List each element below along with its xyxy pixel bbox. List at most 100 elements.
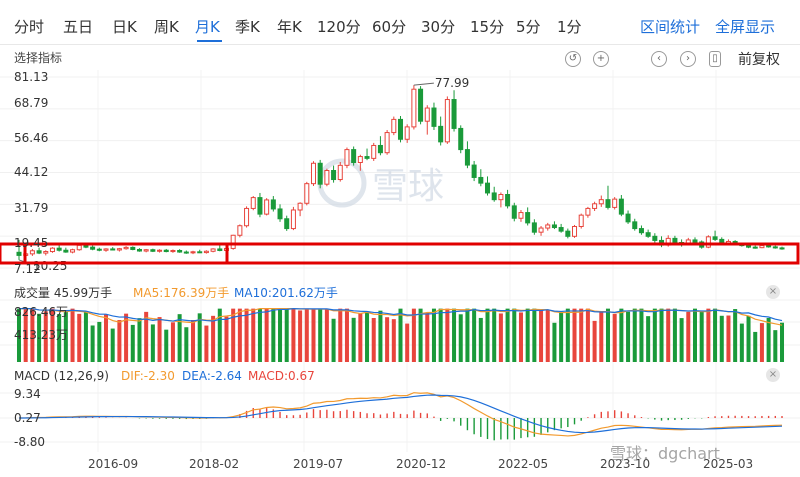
fullscreen-link[interactable]: 全屏显示: [715, 18, 776, 36]
tab-13[interactable]: 1分: [557, 18, 582, 36]
candle: [652, 235, 658, 241]
candle: [210, 248, 216, 252]
candle: [645, 232, 651, 237]
candle-type-icon[interactable]: ▯: [709, 51, 721, 67]
candle: [357, 156, 363, 163]
volume-bar: [224, 316, 229, 362]
tab-7[interactable]: 年K: [277, 18, 302, 36]
candle: [625, 213, 631, 223]
select-indicator-button[interactable]: 选择指标: [14, 51, 63, 65]
candle: [531, 222, 537, 233]
candle: [525, 212, 531, 224]
candle: [230, 234, 236, 249]
volume-bar: [63, 311, 68, 362]
candle: [672, 237, 678, 244]
candle: [511, 205, 517, 219]
prev-icon[interactable]: ‹: [651, 51, 667, 67]
price-tick: 31.79: [14, 201, 49, 215]
volume-bar: [237, 308, 242, 362]
volume-bar: [679, 318, 684, 362]
volume-bar: [110, 328, 115, 362]
candle: [411, 88, 417, 128]
volume-bar: [197, 313, 202, 362]
tab-12[interactable]: 5分: [516, 18, 541, 36]
volume-bar: [371, 318, 376, 362]
candle: [766, 245, 772, 248]
volume-bar: [304, 308, 309, 362]
volume-bar: [659, 308, 664, 362]
volume-bar: [445, 308, 450, 362]
volume-bar: [465, 308, 470, 362]
tab-1[interactable]: 分时: [14, 18, 45, 36]
volume-bar: [30, 308, 35, 362]
candle: [384, 132, 390, 154]
undo-icon[interactable]: ↺: [565, 51, 581, 67]
candle: [270, 199, 276, 210]
volume-bar: [418, 308, 423, 362]
volume-bar: [318, 308, 323, 362]
tab-2[interactable]: 五日: [63, 18, 94, 36]
volume-bar: [257, 308, 262, 362]
volume-bar: [77, 313, 82, 362]
candle: [284, 218, 290, 230]
volume-bar: [124, 313, 129, 362]
candle: [478, 176, 484, 184]
candle: [404, 126, 410, 140]
tab-10[interactable]: 30分: [421, 18, 456, 36]
tab-11[interactable]: 15分: [470, 18, 505, 36]
adjust-mode-button[interactable]: 前复权: [738, 52, 780, 68]
volume-bar: [324, 308, 329, 362]
volume-ma5: MA5:176.39万手: [133, 286, 230, 300]
volume-bar: [331, 318, 336, 362]
candle: [304, 183, 310, 204]
next-icon[interactable]: ›: [680, 51, 696, 67]
volume-bar: [632, 308, 637, 362]
candle: [551, 224, 557, 229]
price-tick: 68.79: [14, 96, 49, 110]
candle: [351, 149, 357, 163]
volume-bar: [759, 323, 764, 362]
volume-bar: [411, 308, 416, 362]
candle: [444, 99, 450, 143]
candle: [377, 144, 383, 154]
volume-bar: [666, 308, 671, 362]
volume-bar: [43, 311, 48, 362]
candle: [203, 250, 209, 254]
tab-8[interactable]: 120分: [317, 18, 361, 36]
candle: [712, 236, 718, 240]
candle: [779, 247, 785, 250]
volume-bar: [431, 308, 436, 362]
close-macd-icon[interactable]: ×: [766, 368, 780, 382]
price-tick: 81.13: [14, 70, 49, 84]
candle: [592, 203, 598, 209]
volume-bar: [231, 308, 236, 362]
candle: [150, 249, 156, 252]
volume-bar: [452, 308, 457, 362]
candle: [344, 149, 350, 166]
volume-bar: [378, 310, 383, 362]
tab-6[interactable]: 季K: [235, 18, 260, 36]
candle: [157, 249, 163, 252]
tab-9[interactable]: 60分: [372, 18, 407, 36]
zoom-in-icon[interactable]: +: [593, 51, 609, 67]
candle: [418, 88, 424, 122]
candle: [36, 250, 42, 254]
x-tick: 2019-07: [293, 457, 344, 471]
tab-4[interactable]: 周K: [154, 18, 179, 36]
volume-bar: [472, 308, 477, 362]
volume-bar: [485, 308, 490, 362]
volume-bar: [23, 308, 28, 362]
candle: [257, 197, 263, 215]
volume-bar: [672, 308, 677, 362]
candle: [471, 164, 477, 178]
volume-bar: [278, 308, 283, 362]
close-volume-icon[interactable]: ×: [766, 285, 780, 299]
volume-bar: [739, 323, 744, 362]
price-tick: 7.12: [14, 262, 41, 276]
volume-bar: [204, 325, 209, 362]
range-stats-link[interactable]: 区间统计: [640, 18, 701, 36]
tab-5[interactable]: 月K: [195, 18, 220, 36]
volume-bar: [137, 318, 142, 362]
tab-3[interactable]: 日K: [112, 18, 137, 36]
volume-bar: [90, 325, 95, 362]
